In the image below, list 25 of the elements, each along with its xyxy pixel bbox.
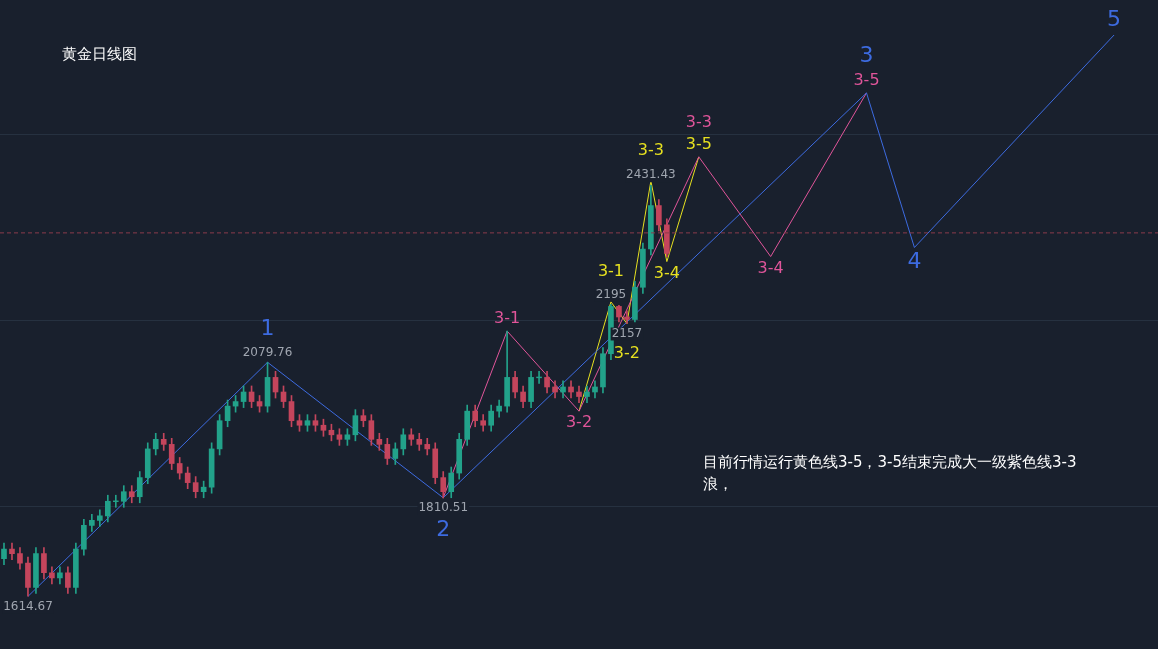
annotation: 5 — [1107, 5, 1122, 31]
annotation: 3 — [859, 41, 874, 67]
candlestick — [97, 509, 103, 527]
text: 1810.51 — [418, 500, 469, 515]
annotation: 3-5 — [685, 134, 712, 154]
annotation: 3-3 — [637, 140, 664, 160]
annotation: 3-3 — [685, 112, 712, 132]
annotation: 3-4 — [653, 262, 680, 282]
annotation: 3-4 — [757, 257, 784, 277]
annotation: 1 — [260, 315, 275, 341]
chart-title: 黄金日线图 — [62, 45, 137, 64]
text: 2431.43 — [626, 167, 676, 182]
annotation: 3-5 — [853, 70, 880, 90]
candlestick — [624, 310, 630, 324]
annotation: 3-1 — [494, 308, 521, 328]
text: 2157 — [611, 325, 643, 340]
text: 2079.76 — [242, 344, 293, 359]
annotation: 3-2 — [613, 342, 640, 362]
text: 1614.67 — [3, 598, 53, 613]
text: 2195 — [595, 286, 627, 301]
annotation: 3-2 — [565, 412, 593, 432]
annotation: 2 — [436, 516, 451, 542]
annotation: 目前行情运行黄色线3-5，3-5结束完成大一级紫色线3-3浪， — [703, 452, 1078, 495]
annotation: 3-1 — [597, 261, 625, 281]
annotation: 4 — [907, 248, 922, 274]
